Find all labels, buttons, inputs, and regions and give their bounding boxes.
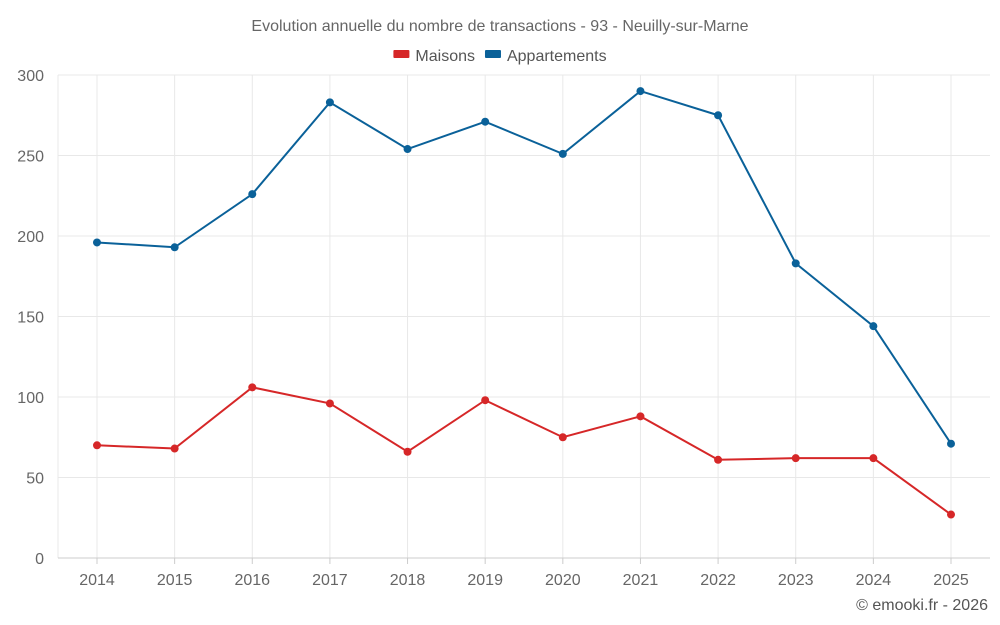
series-line-maisons (96, 386, 952, 516)
x-tick-label: 2016 (234, 572, 270, 589)
data-point-maisons (170, 444, 179, 453)
x-tick-label: 2023 (778, 572, 814, 589)
data-point-appartements (791, 259, 800, 268)
data-point-maisons (558, 433, 567, 442)
data-point-appartements (636, 87, 645, 96)
data-point-appartements (325, 98, 334, 107)
y-tick-label: 0 (35, 551, 44, 568)
data-point-appartements (714, 111, 723, 120)
data-point-appartements (558, 149, 567, 158)
data-point-maisons (869, 454, 878, 463)
data-point-maisons (325, 399, 334, 408)
x-tick-label: 2017 (312, 572, 348, 589)
x-tick-label: 2014 (79, 572, 115, 589)
legend-swatch-maisons (393, 50, 410, 58)
y-tick-label: 150 (17, 310, 44, 327)
y-tick-label: 200 (17, 229, 44, 246)
legend-label: Appartements (507, 48, 607, 65)
data-point-maisons (636, 412, 645, 421)
data-point-appartements (869, 322, 878, 331)
x-tick-label: 2018 (390, 572, 426, 589)
data-point-maisons (714, 455, 723, 464)
series-group (93, 87, 955, 519)
x-tick-label: 2021 (623, 572, 659, 589)
data-point-appartements (481, 117, 490, 126)
legend-label: Maisons (415, 48, 475, 65)
data-point-maisons (93, 441, 101, 450)
data-point-appartements (93, 238, 101, 247)
x-tick-label: 2019 (467, 572, 503, 589)
x-tick-label: 2015 (157, 572, 193, 589)
legend: Maisons Appartements (393, 48, 607, 65)
x-tick-label: 2022 (700, 572, 736, 589)
data-point-maisons (481, 396, 490, 405)
data-point-appartements (170, 243, 179, 252)
x-tick-label: 2024 (856, 572, 892, 589)
y-tick-label: 100 (17, 390, 44, 407)
y-tick-label: 50 (26, 471, 44, 488)
data-point-appartements (403, 145, 412, 154)
y-tick-label: 300 (17, 68, 44, 85)
gridlines (57, 74, 990, 559)
x-axis: 2014 2015 2016 2017 2018 2019 2020 2021 2022 2023… (79, 558, 969, 589)
series-line-appartements (96, 89, 952, 445)
chart-title: Evolution annuelle du nombre de transact… (251, 18, 748, 35)
y-axis: 0 50 100 150 200 250 300 (17, 68, 44, 568)
y-tick-label: 250 (17, 149, 44, 166)
data-point-maisons (403, 447, 412, 456)
data-point-maisons (791, 454, 800, 463)
data-point-maisons (947, 510, 955, 519)
x-tick-label: 2020 (545, 572, 581, 589)
x-tick-label: 2025 (933, 572, 969, 589)
credit-text: © emooki.fr - 2026 (856, 597, 988, 614)
legend-swatch-appartements (484, 50, 501, 58)
data-point-appartements (248, 190, 257, 199)
data-point-appartements (947, 439, 955, 448)
data-point-maisons (248, 383, 257, 392)
